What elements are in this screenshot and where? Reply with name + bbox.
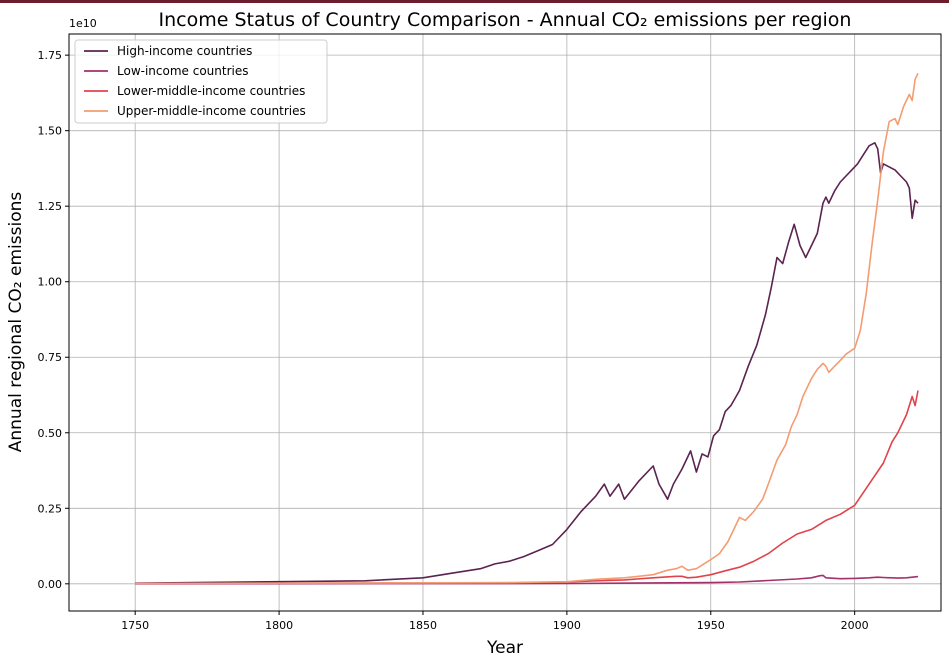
series-line-1 — [135, 574, 919, 585]
x-tick-label: 2000 — [841, 619, 869, 632]
x-axis-label: Year — [486, 638, 523, 658]
legend-label: High-income countries — [117, 44, 252, 58]
series-line-2 — [135, 390, 919, 585]
legend-box — [74, 39, 328, 124]
y-tick-label: 0.50 — [38, 427, 63, 440]
series-line-0 — [135, 142, 919, 584]
chart-title: Income Status of Country Comparison - An… — [159, 9, 852, 31]
y-axis: 0.00 0.25 0.50 0.75 1.00 1.25 1.50 1.75 — [38, 49, 69, 591]
legend-label: Lower-middle-income countries — [117, 84, 305, 98]
y-tick-label: 1.50 — [38, 125, 63, 138]
plot-frame — [68, 33, 942, 612]
y-tick-label: 0.25 — [38, 502, 63, 515]
x-tick-label: 1850 — [409, 619, 437, 632]
x-axis: 1750 1800 1850 1900 1950 2000 — [121, 611, 869, 632]
y-tick-label: 1.75 — [38, 49, 63, 62]
y-tick-label: 0.75 — [38, 351, 63, 364]
window-top-border — [0, 0, 949, 3]
legend-label: Low-income countries — [117, 64, 248, 78]
legend-label: Upper-middle-income countries — [117, 104, 306, 118]
series-layer — [135, 72, 919, 585]
x-tick-label: 1800 — [265, 619, 293, 632]
y-tick-label: 1.25 — [38, 200, 63, 213]
y-axis-label: Annual regional CO₂ emissions — [6, 192, 26, 453]
y-offset-label: 1e10 — [69, 17, 97, 30]
y-tick-label: 0.00 — [38, 578, 63, 591]
x-tick-label: 1950 — [697, 619, 725, 632]
legend: High-income countries Low-income countrie… — [74, 39, 328, 124]
series-line-3 — [135, 72, 919, 585]
y-tick-label: 1.00 — [38, 276, 63, 289]
x-tick-label: 1900 — [553, 619, 581, 632]
x-tick-label: 1750 — [121, 619, 149, 632]
